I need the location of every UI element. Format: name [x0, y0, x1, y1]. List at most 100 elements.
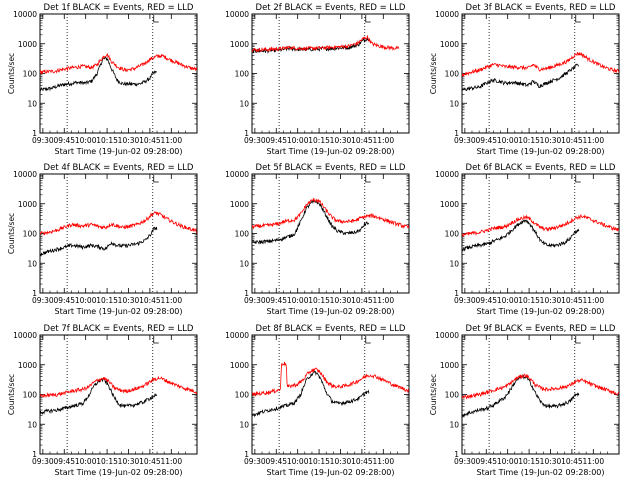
plot-frame [251, 13, 410, 134]
series-events-line [252, 199, 369, 245]
y-tick-label: 100 [445, 391, 460, 400]
series-events-line [40, 226, 158, 257]
y-tick-label: 100 [23, 391, 38, 400]
x-tick-label: 10:15 [96, 457, 118, 466]
chart-title: Det 3f BLACK = Events, RED = LLD [466, 3, 616, 13]
y-tick-label: 1 [454, 129, 459, 138]
x-axis-label: Start Time (19-Jun-02 09:28:00) [55, 468, 183, 477]
y-tick-label: 10000 [13, 170, 37, 179]
y-tick-label: 10 [239, 99, 249, 108]
y-tick-label: 1000 [230, 361, 249, 370]
series-events-line [462, 63, 579, 91]
x-tick-label: 09:30 [244, 136, 266, 145]
time-marker [365, 15, 371, 23]
chart-panel-8: Det 8f BLACK = Events, RED = LLD 1 10 100 10… [225, 324, 410, 477]
y-axis-label: Counts/sec [429, 53, 438, 94]
y-axis-label: Counts/sec [7, 53, 16, 94]
y-axis-label: Counts/sec [429, 374, 438, 415]
series-events-line [462, 219, 580, 252]
y-tick-label: 1000 [18, 40, 37, 49]
time-marker [153, 175, 159, 183]
x-tick-label: 10:00 [287, 136, 309, 145]
y-tick-label: 1 [244, 450, 249, 459]
x-tick-label: 10:30 [330, 296, 352, 305]
x-tick-label: 10:45 [561, 457, 583, 466]
series-lld-line [252, 361, 409, 397]
series-events-line [252, 37, 370, 54]
x-tick-label: 10:15 [308, 136, 330, 145]
x-tick-label: 09:45 [475, 136, 497, 145]
x-tick-label: 09:45 [475, 457, 497, 466]
y-tick-label: 10 [239, 420, 249, 429]
x-tick-label: 10:00 [287, 296, 309, 305]
x-axis-label: Start Time (19-Jun-02 09:28:00) [267, 147, 395, 156]
chart-panel-6: Det 6f BLACK = Events, RED = LLD 1 10 100 10… [435, 163, 620, 316]
plot-frame [251, 173, 410, 294]
time-marker [575, 336, 581, 344]
y-tick-label: 10000 [13, 331, 37, 340]
x-tick-label: 10:30 [540, 296, 562, 305]
x-tick-label: 10:30 [540, 457, 562, 466]
series-lld-line [462, 51, 619, 77]
chart-title: Det 8f BLACK = Events, RED = LLD [256, 324, 406, 334]
y-tick-label: 10 [27, 259, 37, 268]
y-tick-label: 1 [32, 450, 37, 459]
plot-frame [461, 173, 620, 294]
y-tick-label: 100 [23, 70, 38, 79]
x-tick-label: 09:30 [244, 457, 266, 466]
x-tick-label: 10:15 [308, 296, 330, 305]
x-tick-label: 10:45 [561, 136, 583, 145]
x-tick-label: 11:00 [160, 457, 182, 466]
series-lld-line [252, 34, 400, 53]
y-tick-label: 10 [449, 259, 459, 268]
time-marker [153, 15, 159, 23]
series-events-line [252, 370, 370, 418]
chart-panel-7: Det 7f BLACK = Events, RED = LLD 1 10 100 10… [7, 324, 198, 477]
x-tick-label: 10:00 [75, 296, 97, 305]
chart-title: Det 1f BLACK = Events, RED = LLD [44, 3, 194, 13]
x-tick-label: 11:00 [582, 296, 604, 305]
x-tick-label: 11:00 [160, 296, 182, 305]
y-tick-label: 100 [445, 230, 460, 239]
series-events-line [462, 373, 580, 418]
y-tick-label: 1 [454, 289, 459, 298]
x-tick-label: 10:00 [497, 136, 519, 145]
y-tick-label: 10 [239, 259, 249, 268]
y-axis-label: Counts/sec [7, 374, 16, 415]
chart-title: Det 5f BLACK = Events, RED = LLD [256, 163, 406, 173]
x-axis-label: Start Time (19-Jun-02 09:28:00) [55, 147, 183, 156]
y-tick-label: 10 [449, 420, 459, 429]
x-axis-label: Start Time (19-Jun-02 09:28:00) [477, 147, 605, 156]
y-tick-label: 1000 [230, 40, 249, 49]
chart-panel-5: Det 5f BLACK = Events, RED = LLD 1 10 100 10… [225, 163, 410, 316]
x-tick-label: 10:15 [518, 136, 540, 145]
x-tick-label: 09:45 [53, 457, 75, 466]
y-tick-label: 1000 [18, 361, 37, 370]
x-tick-label: 10:00 [497, 457, 519, 466]
x-tick-label: 09:45 [265, 457, 287, 466]
time-marker [365, 336, 371, 344]
x-tick-label: 10:15 [96, 136, 118, 145]
x-tick-label: 10:30 [330, 457, 352, 466]
x-tick-label: 10:30 [118, 457, 140, 466]
x-tick-label: 10:00 [75, 457, 97, 466]
time-marker [153, 336, 159, 344]
chart-title: Det 2f BLACK = Events, RED = LLD [256, 3, 406, 13]
chart-panel-4: Det 4f BLACK = Events, RED = LLD 1 10 100 10… [7, 163, 198, 316]
series-lld-line [252, 197, 409, 230]
y-tick-label: 1000 [440, 361, 459, 370]
x-tick-label: 10:45 [139, 296, 161, 305]
x-tick-label: 10:30 [118, 136, 140, 145]
y-tick-label: 100 [235, 391, 250, 400]
x-tick-label: 09:30 [32, 136, 54, 145]
x-tick-label: 10:30 [540, 136, 562, 145]
x-tick-label: 09:30 [244, 296, 266, 305]
y-tick-label: 1 [32, 129, 37, 138]
x-tick-label: 09:45 [53, 136, 75, 145]
chart-panel-1: Det 1f BLACK = Events, RED = LLD 1 10 100 10… [7, 3, 198, 156]
time-marker [575, 15, 581, 23]
x-tick-label: 10:45 [351, 296, 373, 305]
chart-title: Det 6f BLACK = Events, RED = LLD [466, 163, 616, 173]
chart-panel-2: Det 2f BLACK = Events, RED = LLD 1 10 100 10… [225, 3, 410, 156]
